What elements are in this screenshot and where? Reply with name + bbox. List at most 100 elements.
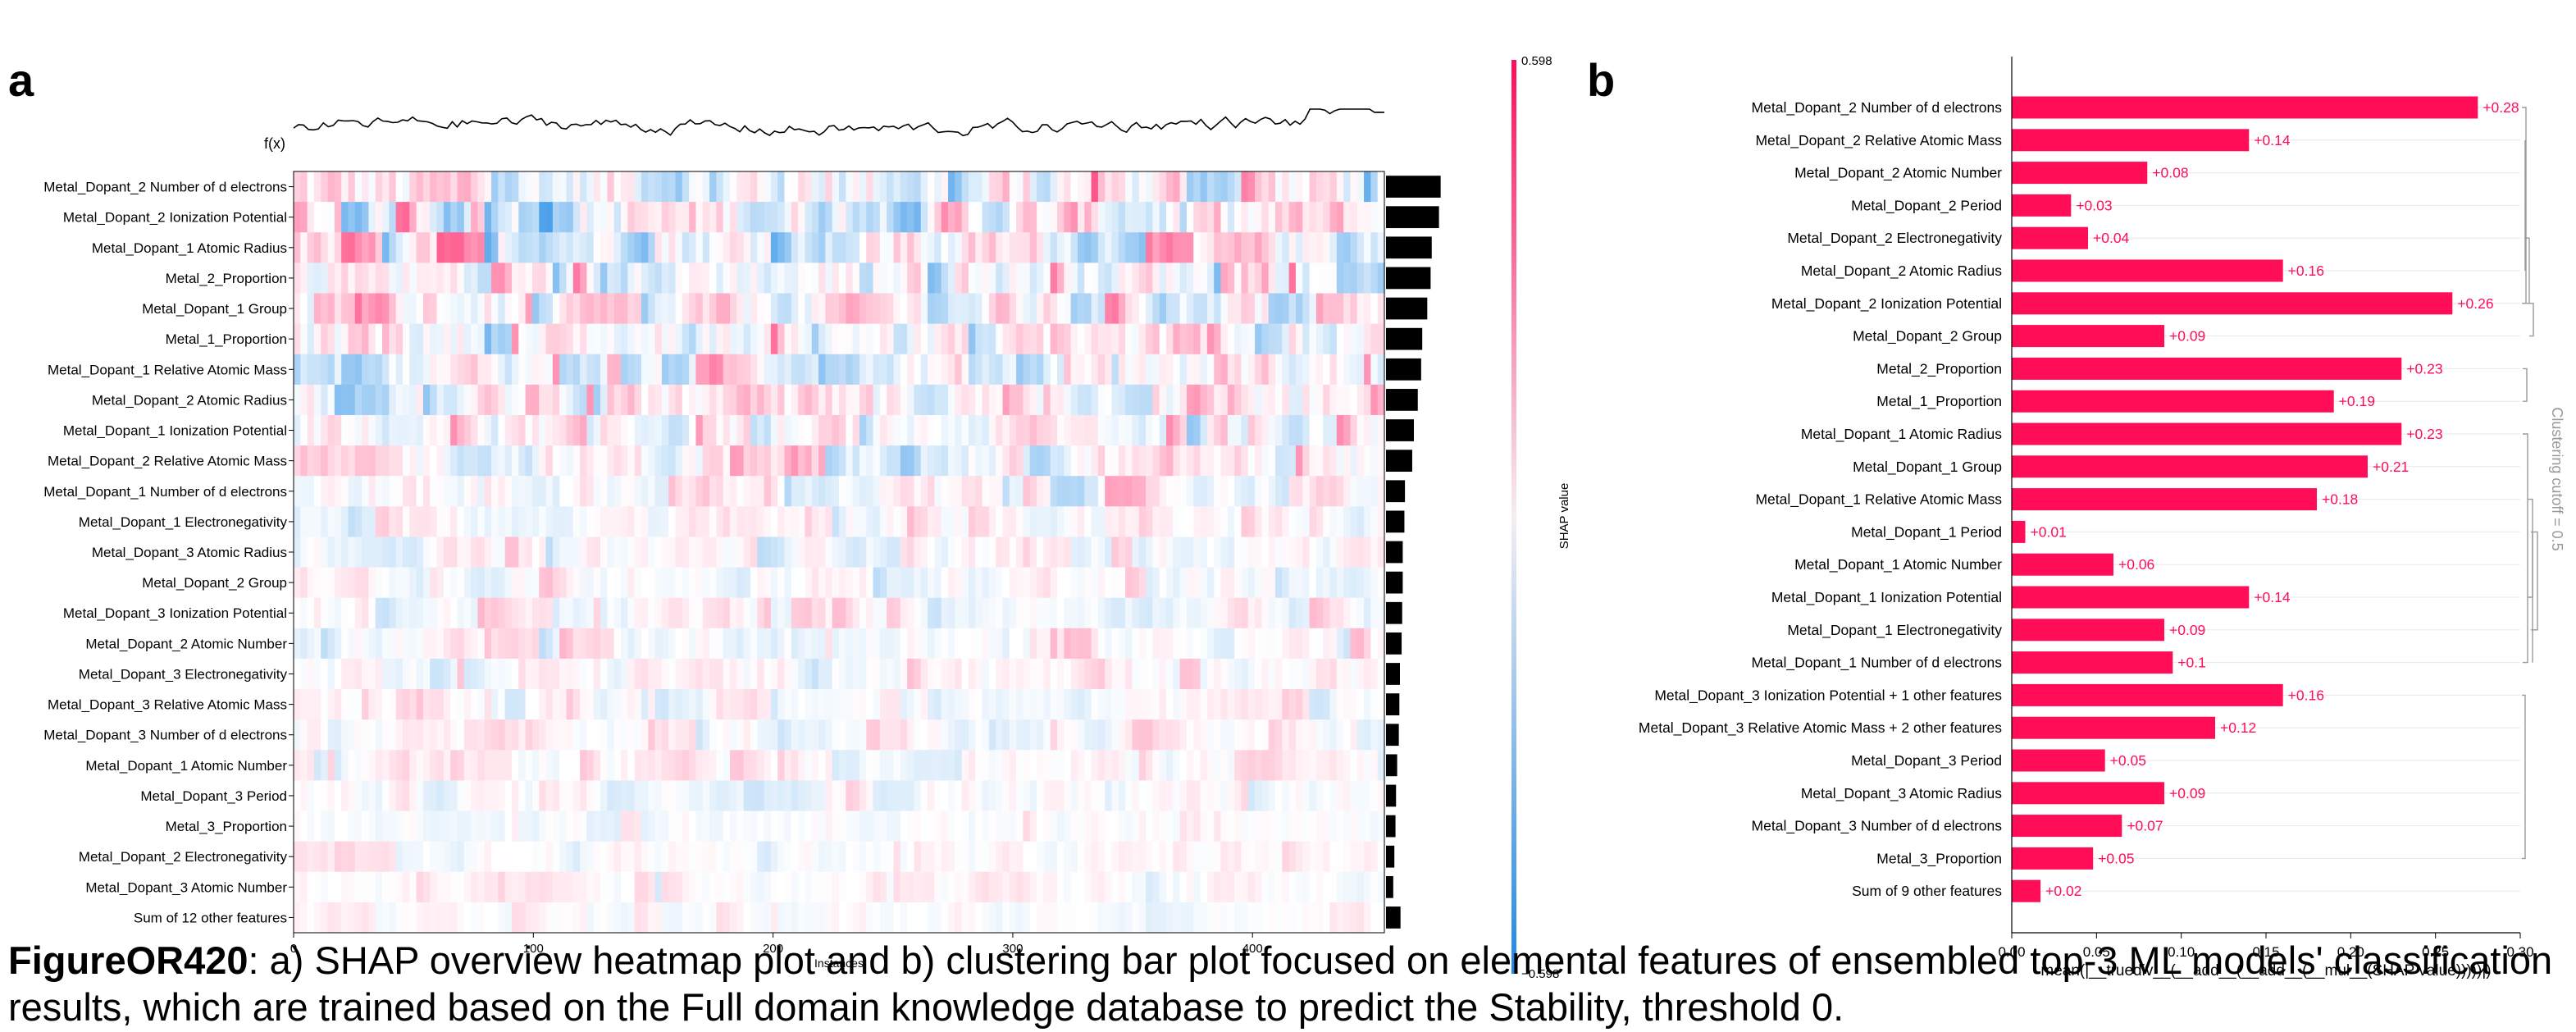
heatmap-cell [422,293,431,324]
heatmap-cell [920,263,928,294]
heatmap-cell [1288,354,1297,386]
heatmap-cell [321,841,329,873]
heatmap-cell [1166,506,1174,537]
heatmap-cell [294,689,301,720]
heatmap-cell [368,689,376,720]
heatmap-cell [996,628,1004,660]
heatmap-cell [750,202,758,233]
heatmap-cell [600,445,608,477]
heatmap-cell [477,232,486,263]
heatmap-cell [409,567,417,599]
heatmap-cell [1091,476,1099,507]
heatmap-cell [893,689,901,720]
heatmap-cell [777,719,786,751]
heatmap-cell [1173,202,1181,233]
heatmap-cell [982,567,990,599]
heatmap-cell [1200,841,1208,873]
heatmap-cell [1234,263,1242,294]
heatmap-cell [839,719,846,751]
heatmap-cell [634,902,642,934]
heatmap-cell [879,293,887,324]
heatmap-cell [1125,293,1133,324]
heatmap-cell [1356,567,1365,599]
bar-x-ticks: 0.00 0.05 0.10 0.15 0.20 0.25 0.30 [1998,933,2534,960]
heatmap-cell [750,263,758,294]
heatmap-importance-bar [1386,815,1396,838]
heatmap-cell [552,841,560,873]
heatmap-cell [887,171,895,203]
heatmap-cell [348,658,356,690]
heatmap-cell [613,476,622,507]
heatmap-cell [859,171,867,203]
heatmap-cell [498,232,506,263]
heatmap-cell [321,811,329,842]
heatmap-cell [477,384,486,416]
heatmap-cell [777,689,786,720]
heatmap-cell [832,323,840,355]
heatmap-cell [572,750,581,781]
heatmap-cell [1105,811,1113,842]
heatmap-cell [566,902,574,934]
heatmap-cell [839,841,846,873]
heatmap-cell [805,506,813,537]
heatmap-cell [1023,445,1031,477]
heatmap-cell [832,445,840,477]
heatmap-cell [798,414,806,446]
heatmap-cell [730,537,737,568]
heatmap-cell [716,841,724,873]
heatmap-cell [770,628,778,660]
bar [2012,847,2094,870]
heatmap-cell [1091,354,1099,386]
heatmap-cell [627,658,636,690]
heatmap-cell [1132,628,1140,660]
heatmap-cell [375,384,383,416]
heatmap-cell [1064,263,1072,294]
heatmap-cell [668,414,677,446]
heatmap-cell [879,232,887,263]
heatmap-cell [1309,263,1317,294]
heatmap-cell [1356,293,1365,324]
heatmap-cell [395,567,403,599]
heatmap-cell [634,537,642,568]
heatmap-cell [307,628,315,660]
heatmap-cell [1247,537,1256,568]
heatmap-cell [403,597,410,629]
heatmap-cell [709,202,717,233]
heatmap-cell [743,597,751,629]
heatmap-cell [914,414,922,446]
heatmap-cell [941,628,949,660]
heatmap-cell [1057,750,1065,781]
heatmap-cell [552,232,560,263]
heatmap-cell [1323,232,1331,263]
heatmap-cell [518,811,527,842]
heatmap-cell [1288,232,1297,263]
heatmap-cell [457,354,465,386]
heatmap-cell [1323,263,1331,294]
heatmap-cell [1002,263,1010,294]
heatmap-cell [1118,750,1126,781]
heatmap-cell [1050,628,1058,660]
heatmap-cell [996,811,1004,842]
heatmap-cell [313,537,321,568]
heatmap-cell [648,414,656,446]
heatmap-cell [348,506,356,537]
heatmap-cell [586,689,595,720]
heatmap-cell [613,658,622,690]
heatmap-cell [709,323,717,355]
heatmap-cell [961,689,969,720]
heatmap-cell [873,506,881,537]
heatmap-cell [613,202,622,233]
heatmap-cell [1179,202,1188,233]
heatmap-cell [1132,445,1140,477]
heatmap-cell [968,323,976,355]
heatmap-cell [463,323,472,355]
heatmap-cell [988,202,996,233]
heatmap-cell [805,476,813,507]
heatmap-cell [968,263,976,294]
heatmap-cell [1200,658,1208,690]
heatmap-cell [975,263,983,294]
heatmap-cell [559,537,568,568]
heatmap-cell [294,537,301,568]
heatmap-cell [1186,750,1194,781]
heatmap-cell [654,384,663,416]
